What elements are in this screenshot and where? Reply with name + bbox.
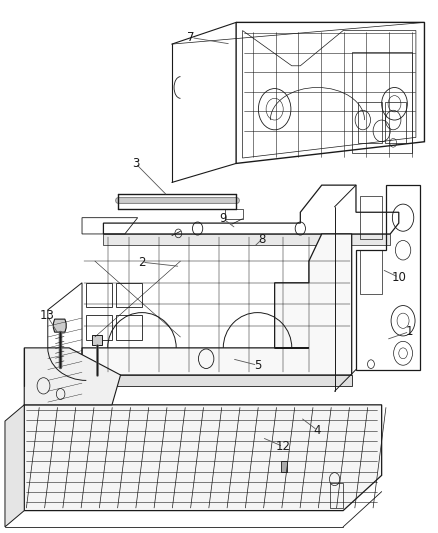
Polygon shape	[103, 234, 390, 245]
Bar	[92, 335, 102, 345]
Polygon shape	[82, 234, 352, 375]
Text: 5: 5	[254, 359, 261, 372]
Bar	[358, 102, 381, 143]
Bar	[330, 483, 343, 508]
Polygon shape	[5, 405, 24, 527]
Text: 7: 7	[187, 31, 195, 44]
Bar	[352, 52, 412, 152]
Bar	[385, 102, 406, 143]
Text: 8: 8	[258, 233, 265, 246]
Text: 13: 13	[39, 309, 54, 322]
Text: 12: 12	[276, 440, 291, 453]
Text: 1: 1	[406, 325, 413, 338]
Bar	[360, 196, 381, 239]
Polygon shape	[24, 405, 381, 511]
Polygon shape	[24, 348, 120, 405]
Bar	[360, 250, 381, 294]
Polygon shape	[82, 375, 352, 386]
Text: 2: 2	[138, 256, 146, 269]
Text: 9: 9	[219, 212, 227, 225]
Bar	[86, 283, 112, 307]
Bar	[281, 461, 287, 472]
Bar	[86, 316, 112, 340]
Text: 10: 10	[391, 271, 406, 284]
Text: 4: 4	[314, 424, 321, 437]
Polygon shape	[53, 319, 66, 332]
Bar	[116, 316, 142, 340]
Bar	[116, 283, 142, 307]
Text: 3: 3	[132, 157, 139, 170]
Bar	[226, 209, 243, 219]
